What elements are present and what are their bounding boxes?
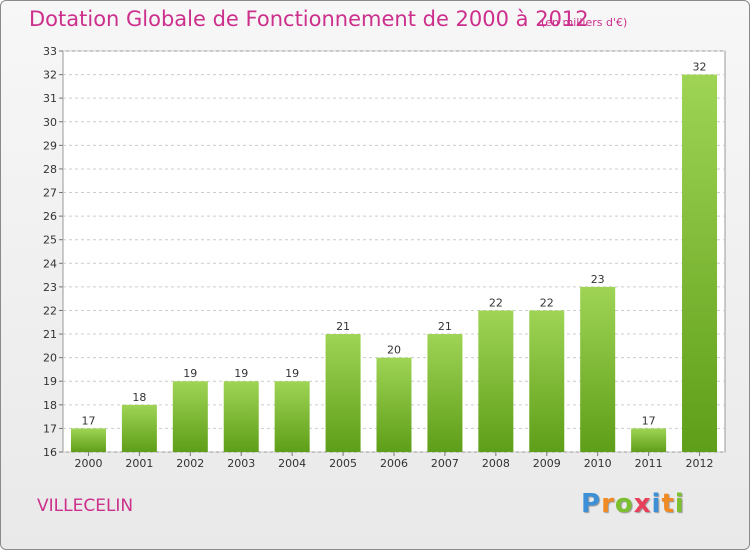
bar-value-label: 17 [642,414,656,427]
y-tick-label: 16 [43,446,57,459]
x-tick-label: 2005 [329,457,357,470]
bar-value-label: 23 [591,273,605,286]
y-tick-label: 23 [43,281,57,294]
bar-value-label: 21 [438,320,452,333]
bar [682,74,718,453]
y-tick-label: 28 [43,163,57,176]
logo-letter: x [633,489,652,519]
x-tick-label: 2002 [176,457,204,470]
x-tick-label: 2008 [482,457,510,470]
bar-value-label: 17 [81,414,95,427]
chart-unit: (en milliers d'€) [541,16,628,29]
y-tick-label: 24 [43,257,57,270]
logo-letter: t [661,489,675,519]
y-tick-label: 30 [43,116,57,129]
y-tick-label: 26 [43,210,57,223]
x-tick-label: 2000 [74,457,102,470]
x-tick-label: 2003 [227,457,255,470]
y-tick-label: 33 [43,45,57,58]
bar [274,381,310,452]
x-tick-label: 2004 [278,457,306,470]
logo-letter: P [581,489,602,519]
bar [478,310,514,452]
x-tick-label: 2001 [125,457,153,470]
x-tick-label: 2007 [431,457,459,470]
bar-value-label: 19 [285,367,299,380]
x-tick-label: 2010 [584,457,612,470]
chart-title: Dotation Globale de Fonctionnement de 20… [29,7,589,31]
bar-value-label: 19 [183,367,197,380]
y-tick-label: 29 [43,139,57,152]
y-tick-label: 25 [43,234,57,247]
y-tick-label: 21 [43,328,57,341]
logo-letter: o [614,489,634,519]
y-tick-label: 31 [43,92,57,105]
y-tick-label: 27 [43,187,57,200]
y-tick-label: 32 [43,69,57,82]
commune-name: VILLECELIN [37,496,134,516]
y-tick-label: 22 [43,304,57,317]
x-tick-label: 2006 [380,457,408,470]
bar [631,428,667,452]
bar [325,334,361,452]
bar-value-label: 19 [234,367,248,380]
y-tick-label: 20 [43,352,57,365]
bar-value-label: 22 [489,296,503,309]
logo-letter: r [601,489,615,519]
bar [121,404,157,452]
bar-value-label: 32 [693,61,707,74]
y-tick-label: 19 [43,375,57,388]
bar [376,357,412,452]
bar [70,428,106,452]
logo-letter: i [651,489,662,519]
x-tick-label: 2009 [533,457,561,470]
bar [172,381,208,452]
proxiti-logo[interactable]: Proxiti [581,489,685,519]
bar-value-label: 18 [132,391,146,404]
x-tick-label: 2011 [635,457,663,470]
bar-value-label: 22 [540,296,554,309]
logo-letter: i [674,489,685,519]
bar [580,286,616,452]
bar [529,310,565,452]
bar [223,381,259,452]
y-tick-label: 17 [43,422,57,435]
bar-value-label: 20 [387,344,401,357]
bar [427,334,463,452]
bar-value-label: 21 [336,320,350,333]
y-tick-label: 18 [43,399,57,412]
x-tick-label: 2012 [686,457,714,470]
